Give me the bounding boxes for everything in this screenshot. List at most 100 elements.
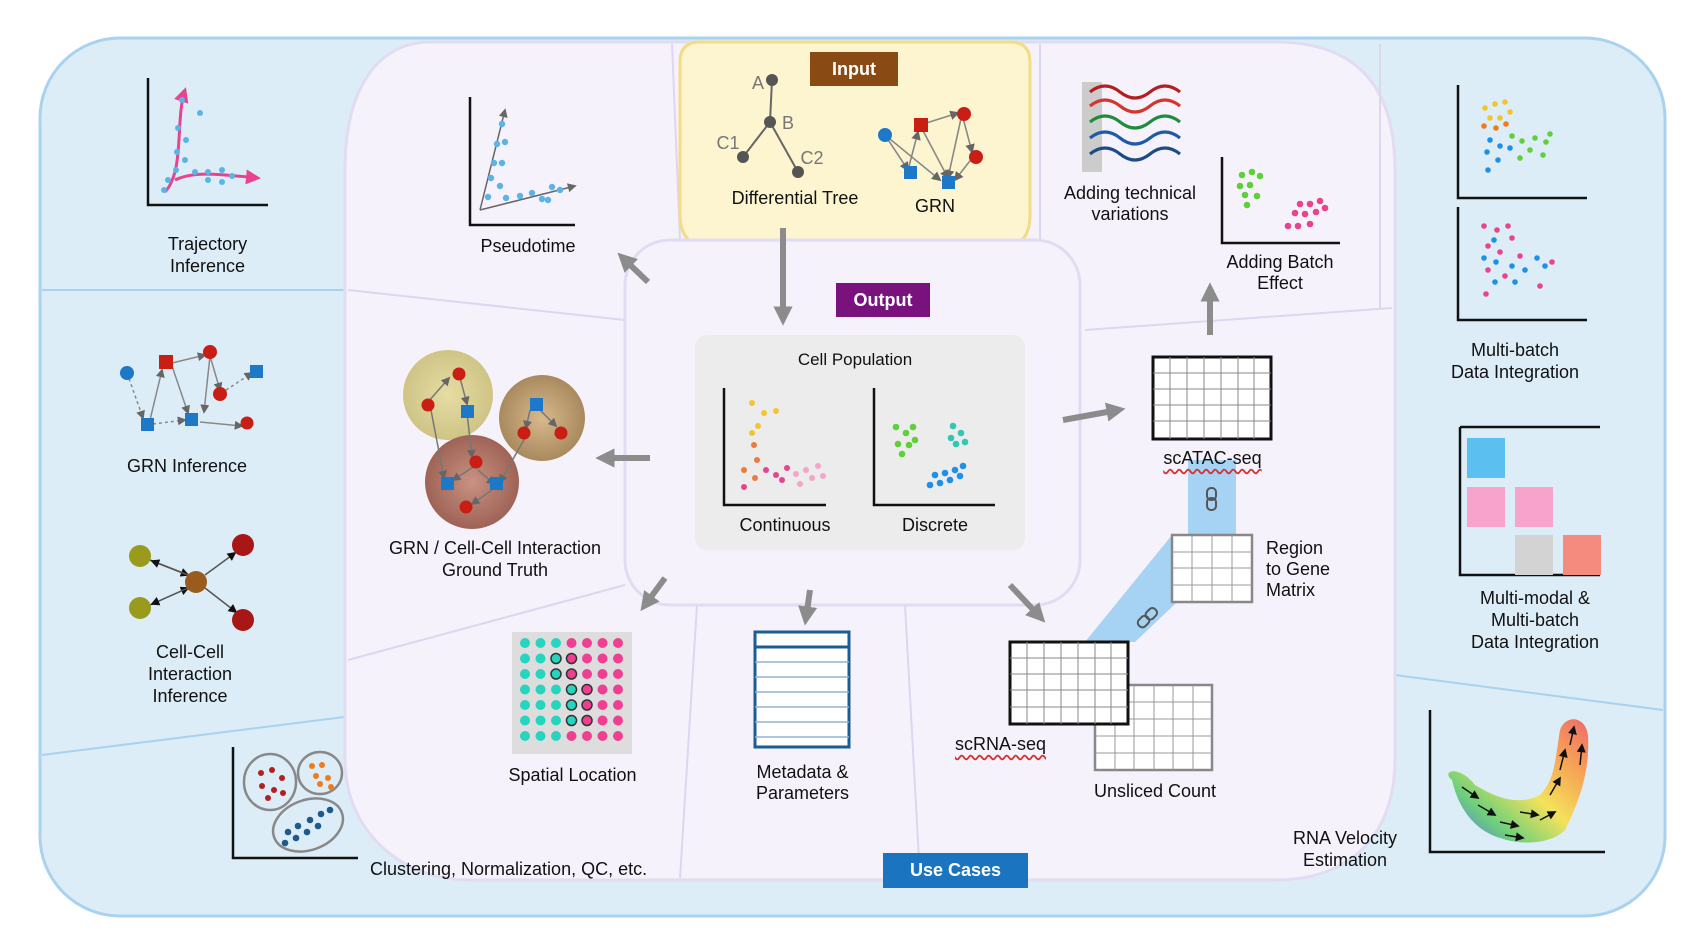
spatial-dot: [535, 653, 546, 664]
technical-label-2: variations: [1091, 204, 1169, 224]
spatial-dot: [520, 638, 530, 648]
scrna-label: scRNA-seq: [955, 733, 1065, 755]
grn-cci-ground-truth: [403, 350, 585, 529]
input-grn-label: GRN: [915, 196, 955, 216]
spatial-dot: [597, 731, 608, 741]
multibatch-plot-2: [1456, 207, 1587, 322]
input-tag: Input: [810, 52, 898, 86]
velocity-label-1: RNA Velocity: [1292, 828, 1398, 848]
grn-truth-label-2: Ground Truth: [441, 560, 549, 580]
continuous-label: Continuous: [739, 515, 831, 535]
metadata-table-icon: [753, 630, 851, 749]
unspliced-label: Unsliced Count: [1093, 781, 1217, 801]
batch-effect-label-1: Adding Batch: [1226, 252, 1334, 272]
rna-velocity-plot: [1428, 710, 1605, 854]
clustering-label: Clustering, Normalization, QC, etc.: [370, 859, 648, 879]
batch-effect-plot: [1220, 157, 1340, 245]
output-tag: Output: [836, 283, 930, 317]
metadata-label-1: Metadata &: [756, 762, 849, 782]
grn-inference-label: GRN Inference: [126, 456, 248, 476]
multimodal-label-1: Multi-modal &: [1479, 588, 1591, 608]
spatial-dot: [550, 668, 562, 680]
spatial-dot: [535, 731, 546, 741]
batch-effect-label-2: Effect: [1257, 273, 1303, 293]
spatial-dot: [613, 684, 623, 695]
spatial-dot: [535, 638, 546, 648]
spatial-dot: [582, 731, 592, 741]
region-gene-matrix: [1170, 533, 1254, 604]
spatial-dot: [565, 683, 578, 696]
discrete-plot: [872, 388, 995, 507]
grn-inference-icon: [120, 345, 263, 431]
spatial-dot: [520, 715, 530, 726]
spatial-dot: [520, 731, 530, 741]
spatial-dot: [597, 653, 608, 664]
cell-population-title: Cell Population: [797, 350, 913, 369]
spatial-dot: [597, 638, 608, 648]
multimodal-label-3: Data Integration: [1470, 632, 1600, 652]
spatial-dot: [581, 699, 593, 711]
scatac-label: scATAC-seq: [1150, 447, 1275, 469]
pseudotime-plot: [468, 97, 577, 227]
spatial-dot: [551, 715, 561, 726]
spatial-dot: [551, 638, 561, 648]
discrete-label: Discrete: [901, 515, 968, 535]
spatial-dot: [566, 731, 577, 741]
spatial-dot: [581, 683, 593, 696]
flow-arrows: [595, 228, 1220, 626]
spatial-label: Spatial Location: [508, 765, 637, 785]
region-label-1: Region: [1266, 538, 1324, 558]
spatial-dot: [582, 638, 592, 648]
spatial-dot: [613, 700, 623, 710]
spatial-dot: [582, 669, 592, 679]
metadata-label-2: Parameters: [755, 783, 850, 803]
spatial-dot: [597, 715, 608, 726]
spatial-dot: [565, 699, 578, 711]
differential-tree-label: Differential Tree: [731, 188, 859, 208]
spatial-dot: [597, 700, 608, 710]
trajectory-label-1: Trajectory: [167, 234, 248, 254]
spatial-dot: [551, 731, 561, 741]
node-a-label: A: [751, 73, 764, 93]
spatial-dot: [565, 668, 578, 680]
spatial-dot: [565, 714, 578, 727]
spatial-dot: [535, 669, 546, 679]
cci-label-2: Interaction: [147, 664, 233, 684]
multimodal-label-2: Multi-batch: [1490, 610, 1580, 630]
spatial-dot: [551, 684, 561, 695]
scrna-matrix: [1008, 640, 1130, 726]
spatial-dot: [582, 653, 592, 664]
differential-tree: [737, 74, 804, 178]
spatial-dot: [535, 684, 546, 695]
spatial-dot: [535, 715, 546, 726]
velocity-label-2: Estimation: [1302, 850, 1388, 870]
node-c2-label: C2: [800, 148, 824, 168]
cci-inference-icon: [129, 534, 254, 631]
grn-truth-label-1: GRN / Cell-Cell Interaction: [388, 538, 602, 558]
technical-label-1: Adding technical: [1063, 183, 1197, 203]
spatial-dot: [613, 638, 623, 648]
multimodal-icon: [1458, 425, 1601, 577]
spatial-dot: [597, 684, 608, 695]
spatial-dot: [550, 652, 562, 665]
region-label-3: Matrix: [1266, 580, 1315, 600]
cci-label-3: Inference: [152, 686, 228, 706]
trajectory-plot: [146, 78, 268, 207]
spatial-dot: [566, 638, 577, 648]
continuous-plot: [722, 388, 826, 507]
use-cases-tag: Use Cases: [883, 853, 1028, 888]
spatial-dot: [613, 653, 623, 664]
scatac-matrix: [1151, 355, 1273, 441]
technical-variations-icon: [1082, 82, 1181, 172]
clustering-plot: [231, 747, 358, 860]
region-label-2: to Gene: [1266, 559, 1331, 579]
node-c1-label: C1: [716, 133, 740, 153]
spatial-dot: [565, 652, 578, 665]
spatial-dot: [520, 684, 530, 695]
trajectory-label-2: Inference: [169, 256, 246, 276]
pseudotime-label: Pseudotime: [480, 236, 576, 256]
spatial-dot: [520, 669, 530, 679]
multibatch-label-1: Multi-batch: [1470, 340, 1560, 360]
spatial-dot: [535, 700, 546, 710]
